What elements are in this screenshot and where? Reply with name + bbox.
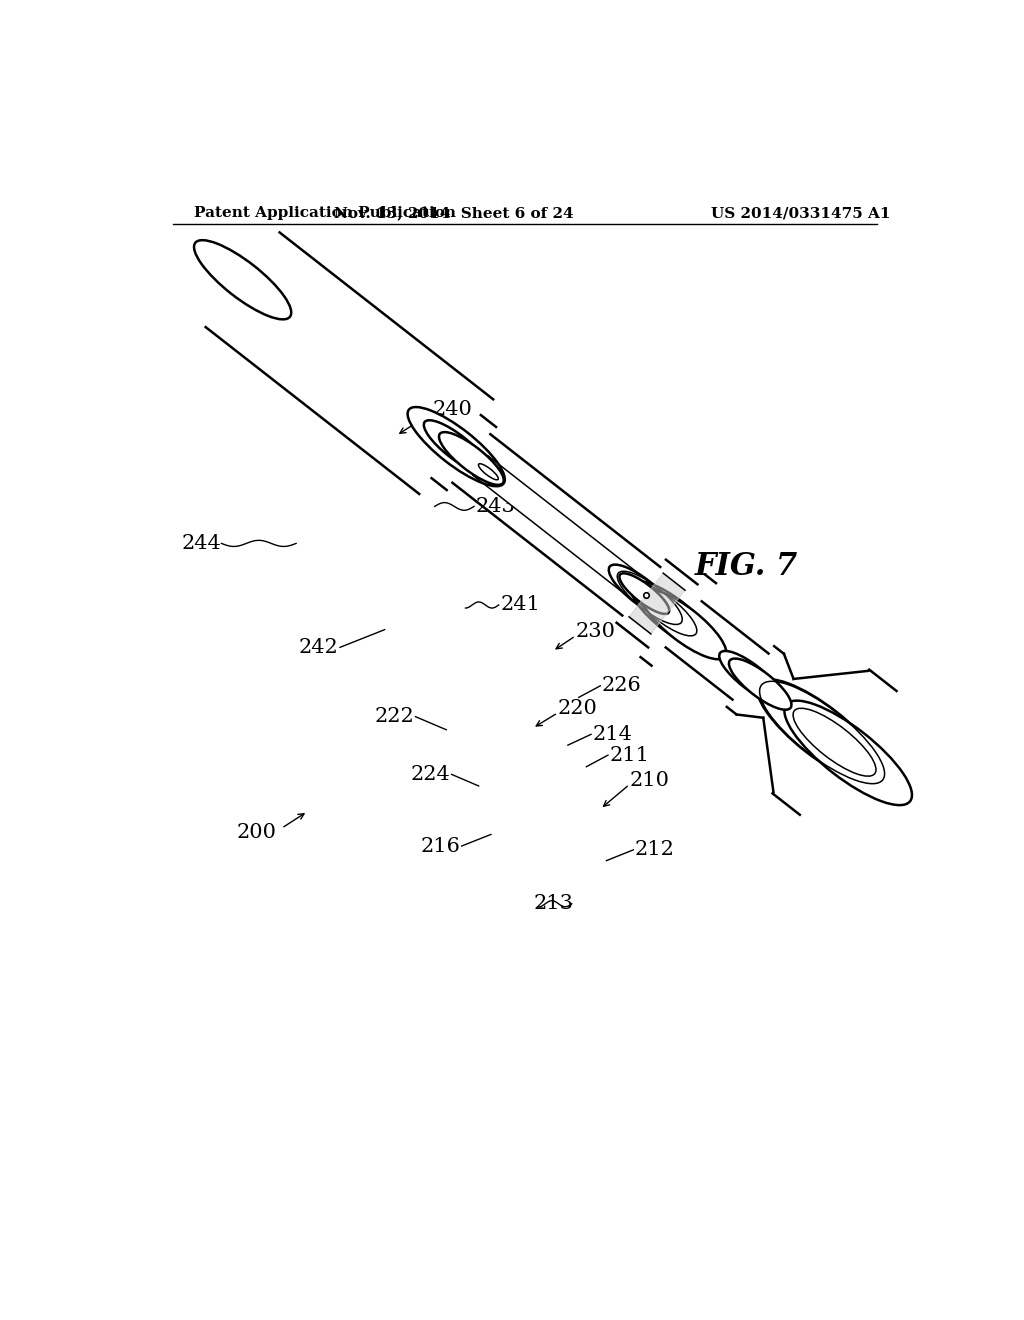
Text: 200: 200 <box>237 822 276 842</box>
Ellipse shape <box>424 420 488 473</box>
Text: 213: 213 <box>534 894 573 913</box>
Text: 211: 211 <box>609 746 649 764</box>
Ellipse shape <box>408 407 505 486</box>
Polygon shape <box>206 232 494 494</box>
Polygon shape <box>616 560 697 647</box>
Text: Patent Application Publication: Patent Application Publication <box>194 206 456 220</box>
Ellipse shape <box>620 573 670 614</box>
Ellipse shape <box>719 651 781 702</box>
Polygon shape <box>772 669 897 814</box>
Ellipse shape <box>640 589 706 643</box>
Text: 210: 210 <box>630 771 670 791</box>
Ellipse shape <box>759 682 799 714</box>
Text: 230: 230 <box>575 623 615 642</box>
Polygon shape <box>727 647 784 714</box>
Ellipse shape <box>608 565 674 618</box>
Text: 241: 241 <box>500 595 540 615</box>
Ellipse shape <box>194 240 291 319</box>
Polygon shape <box>431 414 496 490</box>
Text: 222: 222 <box>374 708 414 726</box>
Polygon shape <box>763 671 868 792</box>
Ellipse shape <box>641 590 726 659</box>
Ellipse shape <box>757 680 885 784</box>
Text: 244: 244 <box>181 533 221 553</box>
Text: 212: 212 <box>635 841 675 859</box>
Polygon shape <box>473 455 646 598</box>
Text: 226: 226 <box>602 676 642 696</box>
Polygon shape <box>641 574 716 665</box>
Text: 214: 214 <box>593 725 633 744</box>
Ellipse shape <box>478 463 499 479</box>
Ellipse shape <box>729 659 792 710</box>
Ellipse shape <box>784 701 912 805</box>
Text: Nov. 13, 2014  Sheet 6 of 24: Nov. 13, 2014 Sheet 6 of 24 <box>334 206 573 220</box>
Text: 224: 224 <box>411 764 451 784</box>
Ellipse shape <box>759 681 833 742</box>
Polygon shape <box>736 653 794 718</box>
Text: 220: 220 <box>558 700 598 718</box>
Text: US 2014/0331475 A1: US 2014/0331475 A1 <box>711 206 890 220</box>
Text: FIG. 7: FIG. 7 <box>695 550 798 582</box>
Ellipse shape <box>727 657 774 696</box>
Ellipse shape <box>759 682 799 714</box>
Text: 216: 216 <box>420 837 460 855</box>
Text: 240: 240 <box>432 400 472 418</box>
Text: 242: 242 <box>299 638 339 657</box>
Ellipse shape <box>660 605 708 644</box>
Text: 243: 243 <box>475 496 515 516</box>
Polygon shape <box>453 434 660 615</box>
Polygon shape <box>629 573 685 634</box>
Polygon shape <box>666 602 768 700</box>
Ellipse shape <box>631 581 716 651</box>
Ellipse shape <box>439 432 504 484</box>
